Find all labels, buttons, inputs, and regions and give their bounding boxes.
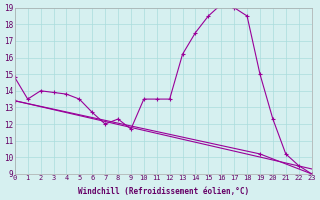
X-axis label: Windchill (Refroidissement éolien,°C): Windchill (Refroidissement éolien,°C) xyxy=(78,187,249,196)
